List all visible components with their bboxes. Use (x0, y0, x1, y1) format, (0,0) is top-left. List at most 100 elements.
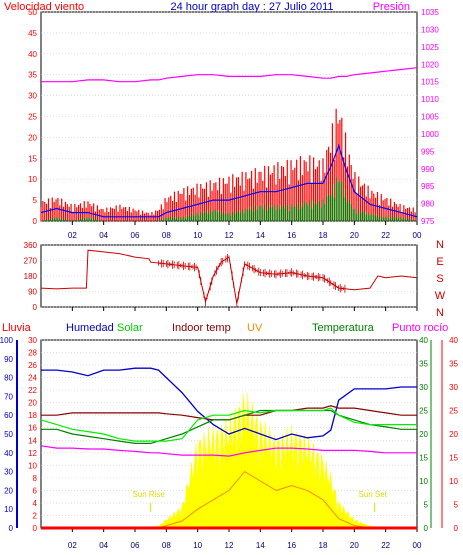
far-right-temperature-tick-label: 30 (449, 383, 458, 392)
pressure-tick-label: 1035 (421, 8, 439, 17)
direction-panel-grid (40, 244, 418, 311)
climate-time-tick-label: 08 (162, 541, 171, 550)
pressure-tick-label: 980 (421, 200, 435, 209)
rain-tick-label: 16 (28, 424, 37, 433)
time-tick-label: 18 (319, 231, 328, 240)
climate-time-tick-label: 22 (381, 541, 390, 550)
rain-tick-label: 18 (28, 411, 37, 420)
wind-average-line (40, 143, 418, 218)
wind-speed-tick-label: 50 (28, 8, 37, 17)
legend-rain: Lluvia (2, 322, 32, 334)
compass-label: E (436, 256, 443, 268)
legend-indoor-temp: Indoor temp (172, 322, 231, 334)
temperature-tick-label: 15 (419, 454, 428, 463)
wind-speed-tick-label: 10 (28, 175, 37, 184)
far-right-temperature-tick-label: 15 (449, 454, 458, 463)
solar-line (40, 407, 417, 442)
humidity-tick-label: 100 (0, 336, 14, 345)
pressure-tick-label: 1010 (421, 95, 439, 104)
wind-speed-tick-label: 25 (28, 113, 37, 122)
temperature-tick-label: 0 (424, 524, 429, 533)
compass-label: N (436, 239, 444, 251)
compass-label: S (436, 273, 443, 285)
direction-tick-label: 360 (24, 241, 38, 250)
climate-time-tick-label: 02 (68, 541, 77, 550)
climate-time-tick-label: 14 (256, 541, 265, 550)
pressure-line (41, 67, 418, 83)
legend-temperature: Temperatura (312, 322, 375, 334)
compass-label: W (435, 290, 446, 302)
humidity-line (41, 367, 417, 441)
rain-tick-label: 4 (33, 499, 38, 508)
far-right-temperature-tick-label: 5 (454, 501, 459, 510)
direction-tick-label: 0 (33, 303, 38, 312)
wind-speed-tick-label: 35 (28, 71, 37, 80)
wind-min-series (42, 177, 416, 221)
temperature-tick-label: 5 (424, 501, 429, 510)
climate-time-tick-label: 04 (99, 541, 108, 550)
temperature-tick-label: 10 (419, 477, 428, 486)
rain-tick-label: 24 (28, 374, 37, 383)
pressure-tick-label: 990 (421, 165, 435, 174)
time-tick-label: 04 (99, 231, 108, 240)
legend-humidity: Humedad (66, 322, 114, 334)
pressure-tick-label: 975 (421, 217, 435, 226)
legend-uv: UV (247, 322, 263, 334)
temperature-tick-label: 35 (419, 360, 428, 369)
humidity-tick-label: 60 (4, 411, 13, 420)
time-tick-label: 16 (287, 231, 296, 240)
compass-label: N (436, 307, 444, 319)
time-tick-label: 20 (350, 231, 359, 240)
time-tick-label: 10 (193, 231, 202, 240)
time-tick-label: 08 (162, 231, 171, 240)
temperature-line (41, 409, 417, 444)
temperature-tick-label: 20 (419, 430, 428, 439)
climate-time-tick-label: 10 (193, 541, 202, 550)
time-tick-label: 02 (68, 231, 77, 240)
rain-tick-label: 22 (28, 386, 37, 395)
humidity-tick-label: 10 (4, 505, 13, 514)
wind-speed-tick-label: 40 (28, 50, 37, 59)
graph-date-title: 24 hour graph day : 27 Julio 2011 (170, 1, 333, 13)
far-right-temperature-tick-label: 35 (449, 360, 458, 369)
dew-point-line (40, 445, 417, 457)
temperature-tick-label: 40 (419, 336, 428, 345)
sun-event-label: Sun Rise (132, 490, 165, 499)
legend-solar: Solar (117, 322, 143, 334)
humidity-tick-label: 0 (9, 524, 14, 533)
axis-layer: 0510152025303540455097598098599099510001… (0, 8, 459, 550)
wind-speed-tick-label: 20 (28, 133, 37, 142)
humidity-tick-label: 50 (4, 430, 13, 439)
pressure-tick-label: 1030 (421, 25, 439, 34)
pressure-tick-label: 1005 (421, 113, 439, 122)
direction-tick-label: 270 (24, 257, 38, 266)
pressure-tick-label: 1020 (421, 60, 439, 69)
rain-tick-label: 0 (33, 524, 38, 533)
wind-direction-noise (158, 253, 346, 307)
direction-tick-label: 90 (28, 288, 37, 297)
wind-speed-tick-label: 15 (28, 154, 37, 163)
climate-time-tick-label: 06 (131, 541, 140, 550)
far-right-temperature-tick-label: 40 (449, 336, 458, 345)
pressure-title: Presión (373, 1, 410, 13)
rain-tick-label: 14 (28, 436, 37, 445)
humidity-tick-label: 80 (4, 374, 13, 383)
humidity-tick-label: 40 (4, 449, 13, 458)
climate-time-tick-label: 20 (350, 541, 359, 550)
time-tick-label: 14 (256, 231, 265, 240)
wind-speed-tick-label: 0 (33, 217, 38, 226)
wind-speed-tick-label: 5 (33, 196, 38, 205)
temperature-tick-label: 30 (419, 383, 428, 392)
time-tick-label: 22 (381, 231, 390, 240)
pressure-tick-label: 1000 (421, 130, 439, 139)
time-tick-label: 12 (225, 231, 234, 240)
wind-speed-tick-label: 45 (28, 29, 37, 38)
sun-event-label: Sun Set (358, 490, 387, 499)
series-layer: Sun Rise Sun Set (40, 67, 418, 530)
rain-tick-label: 6 (33, 486, 38, 495)
pressure-tick-label: 995 (421, 147, 435, 156)
pressure-tick-label: 985 (421, 182, 435, 191)
far-right-temperature-tick-label: 0 (454, 524, 459, 533)
direction-panel-frame (40, 244, 418, 308)
